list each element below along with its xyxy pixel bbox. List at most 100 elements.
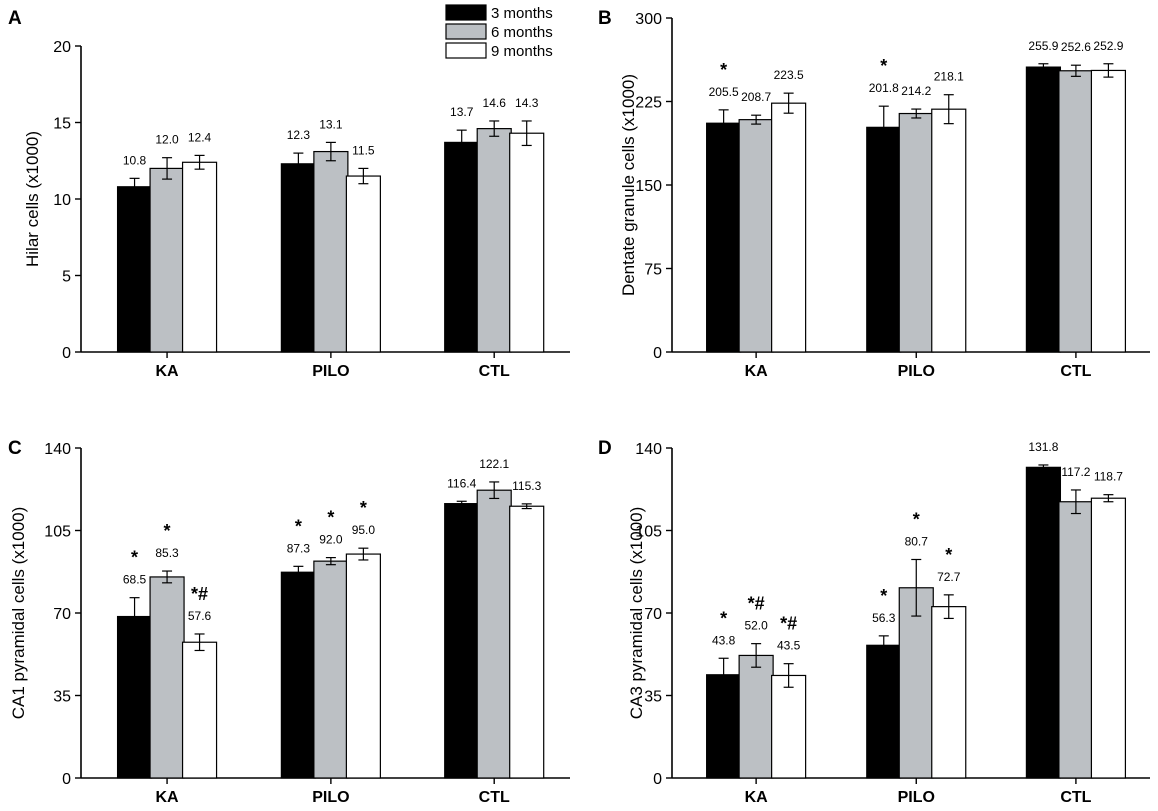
- bar-ka-6mo: [149, 167, 185, 353]
- data-label: 80.7: [905, 534, 929, 548]
- panel-label: C: [8, 438, 22, 459]
- data-label: 56.3: [872, 611, 896, 625]
- legend-swatch-3mo: [445, 4, 487, 21]
- significance-marker: *: [880, 56, 887, 76]
- bar-ctl-6mo: [476, 489, 512, 779]
- bar-ka-9mo: [181, 161, 218, 353]
- legend-label-9mo: 9 months: [491, 43, 553, 60]
- data-label: 12.0: [155, 133, 179, 147]
- bar-ka-6mo: [149, 576, 185, 779]
- panel-c: C CA1 pyramidal cells (x1000) 0 35 70 105 140 K…: [8, 438, 570, 806]
- significance-marker: *: [913, 509, 920, 529]
- data-label: 14.6: [483, 96, 507, 110]
- bar-pilo-6mo: [898, 112, 934, 353]
- significance-marker: *: [360, 498, 367, 518]
- y-tick-label: 140: [635, 441, 662, 458]
- bar-pilo-6mo: [313, 560, 349, 779]
- x-tick-label-pilo: PILO: [312, 789, 349, 806]
- bar-ctl-9mo: [509, 505, 545, 779]
- bar-pilo-9mo: [345, 175, 381, 353]
- y-tick-label: 35: [53, 689, 71, 706]
- data-label: 252.6: [1061, 40, 1091, 54]
- x-tick-label-ka: KA: [156, 363, 180, 380]
- y-tick-label: 140: [44, 441, 71, 458]
- y-axis-label: CA3 pyramidal cells (x1000): [627, 507, 646, 720]
- data-label: 13.1: [319, 117, 343, 131]
- y-tick-label: 225: [635, 95, 662, 112]
- bar-ka-3mo: [116, 615, 153, 779]
- x-tick-label-ctl: CTL: [479, 789, 510, 806]
- y-tick-label: 0: [653, 771, 662, 788]
- data-label: 43.8: [712, 633, 736, 647]
- data-label: 117.2: [1061, 465, 1090, 479]
- legend-label-6mo: 6 months: [491, 24, 553, 41]
- bar-ka-9mo: [771, 102, 807, 353]
- y-tick-label: 300: [635, 11, 662, 28]
- y-tick-label: 20: [53, 39, 71, 56]
- bar-ka-9mo: [771, 674, 807, 779]
- bar-pilo-3mo: [280, 163, 316, 353]
- y-axis-label: Hilar cells (x1000): [23, 131, 42, 267]
- bar-ctl-6mo: [1058, 70, 1094, 353]
- panel-b: B Dentate granule cells (x1000) 0 75 150 225 3…: [598, 8, 1150, 380]
- y-tick-label: 0: [653, 345, 662, 362]
- x-tick-label-pilo: PILO: [312, 363, 349, 380]
- bar-ka-3mo: [706, 674, 742, 779]
- significance-marker: *: [720, 60, 727, 80]
- data-label: 214.2: [901, 84, 931, 98]
- significance-marker: *#: [748, 594, 765, 614]
- data-label: 85.3: [155, 546, 179, 560]
- significance-marker: *#: [780, 614, 797, 634]
- bar-ka-6mo: [738, 119, 774, 353]
- y-tick-label: 5: [62, 269, 71, 286]
- y-tick-label: 70: [53, 606, 71, 623]
- y-axis-label: CA1 pyramidal cells (x1000): [9, 507, 28, 720]
- data-label: 14.3: [515, 96, 539, 110]
- significance-marker: *: [720, 608, 727, 628]
- y-axis-label: Dentate granule cells (x1000): [619, 74, 638, 296]
- data-label: 11.5: [352, 143, 375, 157]
- bar-pilo-3mo: [280, 571, 316, 779]
- data-label: 255.9: [1028, 39, 1058, 53]
- data-label: 116.4: [447, 476, 476, 490]
- bar-pilo-6mo: [313, 150, 349, 353]
- panel-label: D: [598, 438, 612, 459]
- data-label: 72.7: [937, 570, 961, 584]
- y-tick-label: 150: [635, 178, 662, 195]
- data-label: 205.5: [709, 85, 739, 99]
- data-label: 12.4: [188, 130, 212, 144]
- x-tick-label-pilo: PILO: [898, 789, 935, 806]
- bar-pilo-9mo: [345, 553, 381, 779]
- legend-swatch-9mo: [445, 42, 487, 59]
- bar-ctl-3mo: [444, 141, 480, 353]
- data-label: 87.3: [287, 541, 311, 555]
- bar-ctl-6mo: [1058, 501, 1094, 779]
- x-tick-label-ctl: CTL: [479, 363, 510, 380]
- x-tick-label-ka: KA: [156, 789, 180, 806]
- bar-pilo-3mo: [866, 126, 902, 353]
- x-tick-label-ctl: CTL: [1060, 363, 1091, 380]
- legend-swatch-6mo: [445, 23, 487, 40]
- y-tick-label: 35: [644, 689, 662, 706]
- bar-pilo-9mo: [931, 606, 967, 779]
- bar-ctl-9mo: [509, 132, 545, 353]
- bar-ka-3mo: [706, 122, 742, 353]
- y-tick-label: 75: [644, 262, 662, 279]
- x-tick-label-ka: KA: [745, 789, 769, 806]
- y-tick-label: 70: [644, 606, 662, 623]
- bar-ka-9mo: [181, 641, 218, 779]
- data-label: 218.1: [934, 70, 964, 84]
- data-label: 208.7: [741, 90, 771, 104]
- data-label: 12.3: [287, 128, 311, 142]
- significance-marker: *#: [191, 584, 208, 604]
- data-label: 118.7: [1094, 470, 1123, 484]
- bar-pilo-3mo: [866, 644, 902, 779]
- significance-marker: *: [295, 516, 302, 536]
- data-label: 131.8: [1028, 440, 1058, 454]
- x-tick-label-ka: KA: [745, 363, 769, 380]
- panel-a: A Hilar cells (x1000) 0 5 10 15 20 KA 10.8 12.0 12…: [8, 8, 570, 380]
- y-tick-label: 0: [62, 771, 71, 788]
- x-tick-label-ctl: CTL: [1060, 789, 1091, 806]
- significance-marker: *: [131, 548, 138, 568]
